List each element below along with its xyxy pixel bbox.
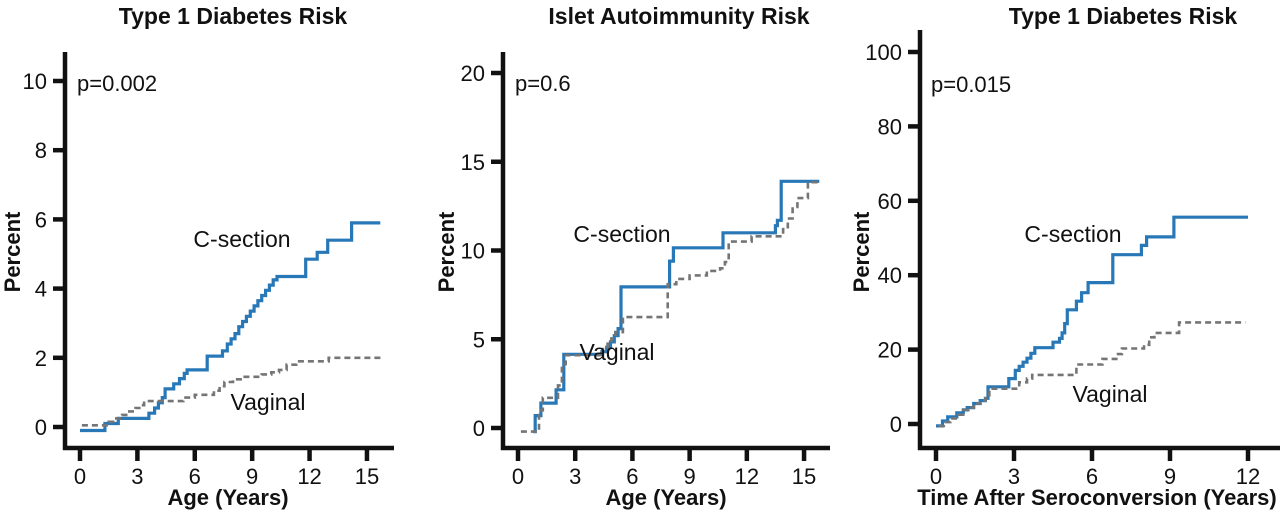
y-tick-label: 15 — [461, 150, 485, 175]
x-tick-label: 9 — [1164, 464, 1176, 489]
p-value-annotation: p=0.002 — [77, 71, 157, 96]
y-axis-label: Percent — [849, 211, 874, 292]
panel-title: Islet Autoimmunity Risk — [548, 3, 809, 29]
vaginal-label: Vaginal — [579, 339, 654, 365]
panel-2: 0 5 10 15 20 0 3 6 9 12 15 C-section Vaginal Islet Au… — [434, 3, 830, 510]
x-tick-label: 9 — [684, 464, 696, 489]
x-axis-label: Time After Seroconversion (Years) — [917, 485, 1276, 510]
vaginal-label: Vaginal — [1072, 381, 1147, 407]
x-tick-label: 0 — [74, 464, 86, 489]
c-section-label: C-section — [1024, 221, 1121, 247]
y-tick-label: 10 — [461, 239, 485, 264]
x-tick-label: 3 — [131, 464, 143, 489]
y-tick-label: 80 — [878, 114, 902, 139]
y-tick-label: 2 — [35, 346, 47, 371]
x-tick-label: 3 — [569, 464, 581, 489]
panel-3: 0 20 40 60 80 100 0 3 6 9 12 C-section Vaginal Type 1… — [849, 3, 1280, 510]
y-tick-label: 4 — [35, 277, 47, 302]
y-tick-label: 0 — [35, 415, 47, 440]
y-tick-label: 0 — [473, 416, 485, 441]
p-value-annotation: p=0.015 — [931, 72, 1011, 97]
y-axis-label: Percent — [0, 211, 25, 292]
x-tick-label: 15 — [355, 464, 379, 489]
vaginal-line — [81, 356, 382, 427]
y-tick-label: 40 — [878, 263, 902, 288]
x-tick-label: 12 — [735, 464, 759, 489]
y-tick-label: 20 — [461, 61, 485, 86]
x-tick-label: 0 — [512, 464, 524, 489]
c-section-line — [80, 221, 381, 433]
y-tick-label: 20 — [878, 338, 902, 363]
panel-title: Type 1 Diabetes Risk — [1009, 3, 1238, 29]
x-tick-label: 12 — [297, 464, 321, 489]
p-value-annotation: p=0.6 — [515, 71, 571, 96]
y-tick-label: 0 — [890, 412, 902, 437]
c-section-label: C-section — [193, 226, 290, 252]
x-tick-label: 6 — [1086, 464, 1098, 489]
y-tick-label: 10 — [23, 69, 47, 94]
x-tick-label: 15 — [792, 464, 816, 489]
x-tick-label: 6 — [189, 464, 201, 489]
y-axis-label: Percent — [434, 211, 459, 292]
x-tick-label: 3 — [1008, 464, 1020, 489]
x-axis-label: Age (Years) — [167, 485, 288, 510]
panel-1: 0 2 4 6 8 10 0 3 6 9 12 15 C-section Vaginal Type 1 Di… — [0, 3, 394, 510]
y-tick-label: 6 — [35, 207, 47, 232]
y-tick-label: 8 — [35, 138, 47, 163]
y-tick-label: 60 — [878, 189, 902, 214]
panel-title: Type 1 Diabetes Risk — [119, 3, 348, 29]
vaginal-label: Vaginal — [230, 389, 305, 415]
x-tick-label: 0 — [930, 464, 942, 489]
y-tick-label: 5 — [473, 327, 485, 352]
y-tick-label: 100 — [865, 40, 902, 65]
x-tick-label: 12 — [1236, 464, 1260, 489]
x-axis-label: Age (Years) — [605, 485, 726, 510]
x-tick-label: 6 — [626, 464, 638, 489]
x-tick-label: 9 — [246, 464, 258, 489]
vaginal-line — [520, 180, 819, 433]
c-section-line — [533, 179, 820, 434]
c-section-label: C-section — [573, 221, 670, 247]
vaginal-line — [938, 321, 1246, 428]
